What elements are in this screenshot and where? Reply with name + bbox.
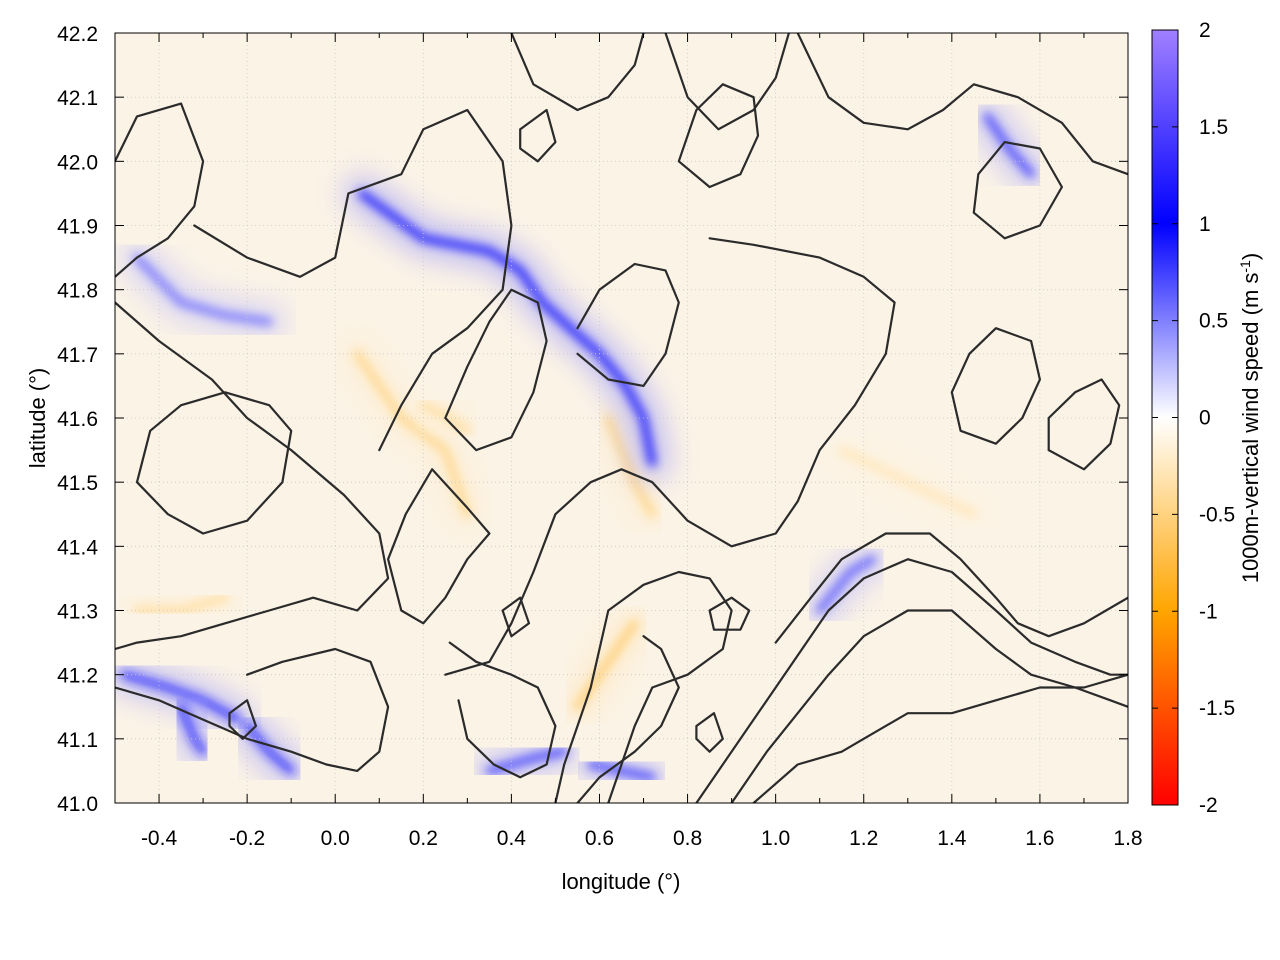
terrain-contour-22 [1047, 378, 1121, 471]
terrain-contour-23 [501, 596, 531, 638]
terrain-contour-19 [448, 641, 557, 779]
terrain-contour-20 [135, 391, 293, 535]
y-tick-label: 42.0 [57, 151, 98, 174]
y-tick-label: 41.6 [57, 408, 98, 431]
terrain-contour-7 [576, 262, 680, 387]
y-tick-label: 41.3 [57, 601, 98, 624]
terrain-contour-18 [576, 635, 680, 803]
y-tick-label: 41.8 [57, 280, 98, 303]
terrain-contour-5 [444, 237, 896, 676]
terrain-contour-10 [677, 83, 760, 189]
wind-band-east-slope [816, 555, 876, 614]
terrain-contour-4 [387, 468, 491, 625]
y-tick-label: 42.2 [57, 23, 98, 46]
x-tick-label: 0.6 [585, 827, 614, 850]
terrain-contour-2 [193, 108, 513, 452]
y-tick-label: 41.5 [57, 472, 98, 495]
terrain-contour-26 [228, 699, 257, 740]
colorbar-tick-label: 0 [1199, 407, 1211, 430]
x-tick-label: 0.2 [409, 827, 438, 850]
wind-band-center-3 [604, 414, 656, 518]
colorbar-tick-label: -1.5 [1199, 697, 1235, 720]
wind-band-northeast [983, 112, 1035, 178]
y-tick-label: 41.1 [57, 729, 98, 752]
plot-area: -0.4 -0.2 0.0 0.2 0.4 0.6 0.8 1.0 1.2 1.4 1.6 1.8 41… [57, 23, 1142, 850]
colorbar-label: 1000m-vertical wind speed (m s-1) [1237, 253, 1263, 583]
terrain-contour-16 [752, 673, 1128, 803]
wind-band-northwest [133, 254, 273, 326]
wind-band-south-1 [574, 619, 639, 711]
terrain-contour-24 [708, 596, 751, 631]
x-tick-label: 0.8 [673, 827, 702, 850]
colorbar-tick-label: 1 [1199, 213, 1211, 236]
colorbar-ticks: 2 1.5 1 0.5 0 -0.5 -1 -1.5 -2 [1152, 19, 1235, 817]
colorbar-label-end: ) [1238, 253, 1263, 260]
x-tick-label: 1.6 [1025, 827, 1054, 850]
x-tick-label: 1.0 [761, 827, 790, 850]
axis-ticks: -0.4 -0.2 0.0 0.2 0.4 0.6 0.8 1.0 1.2 1.4 1.6 1.8 41… [57, 23, 1142, 850]
wind-band-center-1 [353, 350, 471, 518]
wind-band-south-1 [485, 748, 568, 775]
colorbar-tick-label: -1 [1199, 600, 1218, 623]
wind-band-main-ridge [358, 189, 656, 467]
y-tick-label: 41.0 [57, 793, 98, 816]
terrain-contour-0 [115, 102, 205, 278]
terrain-contour-17 [554, 570, 733, 803]
colorbar-tick-label: 0.5 [1199, 310, 1228, 333]
terrain-contour-25 [695, 712, 724, 753]
wind-band-south-2 [587, 761, 656, 781]
colorbar: 2 1.5 1 0.5 0 -0.5 -1 -1.5 -2 1000m-vertical win… [1151, 19, 1263, 817]
x-tick-label: 1.8 [1113, 827, 1142, 850]
colorbar-label-main: 1000m-vertical wind speed (m s [1238, 273, 1263, 584]
y-tick-label: 41.2 [57, 665, 98, 688]
terrain-contour-14 [695, 558, 1128, 803]
y-tick-label: 41.7 [57, 344, 98, 367]
wind-band-southwest-2 [177, 703, 207, 756]
colorbar-tick-label: -2 [1199, 794, 1218, 817]
terrain-contour-15 [730, 609, 1128, 803]
terrain-contour-11 [796, 33, 1128, 176]
terrain-contour-21 [950, 327, 1041, 445]
colorbar-label-sup: -1 [1237, 260, 1253, 273]
colorbar-tick-label: 1.5 [1199, 116, 1228, 139]
terrain-contour-9 [664, 33, 790, 131]
y-tick-label: 41.4 [57, 536, 98, 559]
y-axis-title: latitude (°) [25, 368, 50, 469]
x-tick-label: 1.2 [849, 827, 878, 850]
x-tick-label: 0.0 [321, 827, 350, 850]
x-tick-label: 1.4 [937, 827, 967, 850]
terrain-contour-3 [115, 647, 390, 772]
wind-band-center-2 [419, 401, 471, 435]
wind-band-southwest-3 [243, 722, 295, 775]
x-tick-label: -0.4 [141, 827, 178, 850]
terrain-contour-6 [444, 288, 548, 452]
colorbar-tick-label: -0.5 [1199, 503, 1235, 526]
x-tick-label: 0.4 [497, 827, 527, 850]
terrain-contour-8 [510, 33, 645, 112]
x-tick-label: -0.2 [229, 827, 265, 850]
colorbar-tick-label: 2 [1199, 19, 1211, 42]
terrain-contours [115, 33, 1128, 803]
terrain-contour-13 [774, 532, 1128, 644]
y-tick-label: 41.9 [57, 216, 98, 239]
y-tick-label: 42.1 [57, 87, 98, 110]
terrain-contour-12 [972, 141, 1063, 240]
x-axis-title: longitude (°) [562, 869, 681, 894]
terrain-contour-27 [519, 108, 557, 163]
